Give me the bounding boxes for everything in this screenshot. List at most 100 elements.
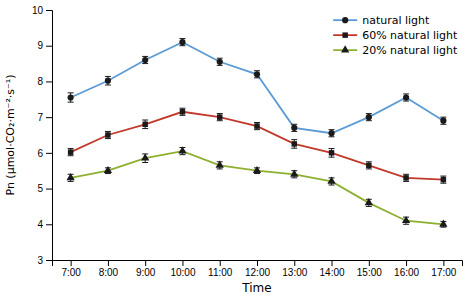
x-tick-mark — [369, 260, 370, 266]
x-tick: 14:00 — [320, 260, 345, 278]
x-tick: 8:00 — [99, 260, 119, 278]
point — [327, 177, 335, 184]
y-axis-title: Pn (μmol·CO₂·m⁻²·s⁻¹) — [4, 74, 17, 195]
x-tick: 13:00 — [282, 260, 307, 278]
y-tick-label: 5 — [37, 183, 43, 194]
x-tick-label: 11:00 — [208, 267, 233, 278]
series — [66, 146, 447, 227]
y-tick: 3 — [37, 255, 52, 266]
legend-label: 60% natural light — [362, 29, 458, 42]
y-tick-mark — [46, 46, 52, 47]
point — [253, 166, 261, 173]
error-bar — [142, 120, 148, 129]
y-tick-mark — [46, 117, 52, 118]
x-tick-mark — [332, 260, 333, 266]
error-bar — [254, 123, 260, 130]
y-tick: 5 — [37, 183, 52, 194]
x-tick-mark — [108, 260, 109, 266]
error-bar — [329, 149, 335, 158]
point — [292, 141, 297, 146]
x-tick-label: 17:00 — [431, 267, 456, 278]
x-tick: 9:00 — [136, 260, 156, 278]
legend-label: natural light — [362, 14, 430, 27]
error-bar — [142, 56, 148, 63]
error-bar — [403, 174, 409, 181]
point — [142, 122, 147, 127]
legend-item: 20% natural light — [333, 44, 458, 57]
legend-item: 60% natural light — [333, 29, 458, 42]
error-bar — [440, 176, 446, 183]
point — [217, 59, 223, 65]
x-tick-label: 12:00 — [245, 267, 270, 278]
y-tick: 9 — [37, 40, 52, 51]
point — [179, 39, 185, 45]
chart: 7:00 8:00 9:00 10:00 11:00 12:00 13:00 14:00 15:… — [0, 0, 474, 298]
legend-marker — [341, 45, 349, 52]
y-tick-label: 8 — [37, 76, 43, 87]
error-bar — [217, 58, 223, 65]
x-tick: 7:00 — [61, 260, 81, 278]
y-tick: 7 — [37, 112, 52, 123]
point — [217, 114, 222, 119]
point — [142, 57, 148, 63]
error-bar — [254, 71, 260, 78]
x-axis-line — [53, 261, 463, 267]
point — [439, 219, 447, 226]
point — [180, 109, 185, 114]
legend-marker — [342, 17, 348, 23]
marks — [66, 39, 447, 228]
x-tick-mark — [71, 260, 72, 266]
error-bar — [291, 140, 297, 149]
x-tick-mark — [294, 260, 295, 266]
line — [71, 112, 444, 180]
error-bar — [329, 130, 335, 137]
error-bar — [291, 124, 297, 131]
y-tick: 6 — [37, 148, 52, 159]
legend: natural light 60% natural light 20% natura… — [333, 14, 458, 57]
y-tick-mark — [46, 189, 52, 190]
point — [104, 166, 112, 173]
x-axis: 7:00 8:00 9:00 10:00 11:00 12:00 13:00 14:00 15:… — [53, 260, 463, 278]
point — [290, 169, 298, 176]
point — [402, 216, 410, 223]
point — [178, 146, 186, 153]
x-tick-label: 10:00 — [170, 267, 195, 278]
error-bar — [179, 39, 185, 46]
point — [403, 94, 409, 100]
error-bar — [179, 108, 185, 115]
error-bar — [217, 114, 223, 121]
y-tick: 4 — [37, 219, 52, 230]
error-bar — [440, 117, 446, 124]
x-tick-label: 9:00 — [136, 267, 156, 278]
error-bar — [366, 114, 372, 121]
point — [141, 153, 149, 160]
point — [66, 173, 74, 180]
point — [366, 163, 371, 168]
x-tick: 10:00 — [170, 260, 195, 278]
y-axis-line — [46, 11, 53, 261]
error-bar — [105, 76, 111, 85]
y-tick-label: 7 — [37, 112, 43, 123]
point — [105, 78, 111, 84]
line — [71, 151, 444, 224]
point — [216, 161, 224, 168]
error-bar — [403, 94, 409, 101]
x-tick-label: 15:00 — [357, 267, 382, 278]
point — [291, 125, 297, 131]
x-tick-mark — [182, 260, 183, 266]
y-tick-mark — [46, 260, 52, 261]
y-tick: 10 — [32, 5, 52, 16]
y-tick-label: 4 — [37, 219, 43, 230]
x-tick-label: 16:00 — [394, 267, 419, 278]
x-tick-mark — [257, 260, 258, 266]
x-tick: 15:00 — [357, 260, 382, 278]
plot: 7:00 8:00 9:00 10:00 11:00 12:00 13:00 14:00 15:… — [32, 5, 463, 278]
y-tick-mark — [46, 224, 52, 225]
error-bar — [68, 149, 74, 156]
x-tick-label: 14:00 — [320, 267, 345, 278]
x-tick: 11:00 — [208, 260, 233, 278]
x-tick-label: 7:00 — [61, 267, 81, 278]
series — [68, 108, 447, 183]
y-tick-label: 3 — [37, 255, 43, 266]
x-tick-mark — [443, 260, 444, 266]
